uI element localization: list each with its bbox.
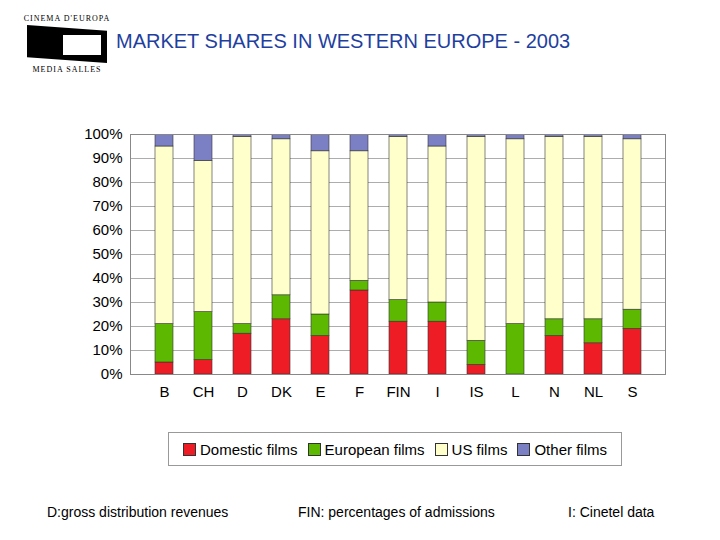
svg-text:0%: 0% — [101, 365, 123, 382]
svg-text:80%: 80% — [92, 173, 122, 190]
html-text:I: Cinetel data: I: Cinetel data — [568, 504, 655, 520]
html-text:Other films: Other films — [534, 440, 607, 458]
svg-text:NL: NL — [584, 383, 603, 400]
svg-text:20%: 20% — [92, 317, 122, 334]
svg-text:100%: 100% — [84, 125, 122, 142]
html-text:MEDIA SALLES: MEDIA SALLES — [32, 65, 102, 74]
svg-text:70%: 70% — [92, 197, 122, 214]
svg-text:B: B — [159, 383, 169, 400]
svg-text:N: N — [549, 383, 560, 400]
html-text:Domestic films: Domestic films — [200, 440, 298, 458]
html-text:European films: European films — [324, 440, 425, 458]
svg-text:CH: CH — [193, 383, 215, 400]
svg-text:60%: 60% — [92, 221, 122, 238]
svg-text:E: E — [315, 383, 325, 400]
svg-text:IS: IS — [469, 383, 483, 400]
html-text:FIN: percentages of admissions: FIN: percentages of admissions — [298, 504, 495, 520]
svg-text:D: D — [237, 383, 248, 400]
svg-text:L: L — [511, 383, 519, 400]
svg-text:F: F — [355, 383, 364, 400]
svg-text:I: I — [435, 383, 439, 400]
svg-text:30%: 30% — [92, 293, 122, 310]
html-text:US films: US films — [451, 440, 508, 458]
svg-text:10%: 10% — [92, 341, 122, 358]
svg-text:90%: 90% — [92, 149, 122, 166]
svg-text:S: S — [627, 383, 637, 400]
html-text:MARKET SHARES IN WESTERN EUROP: MARKET SHARES IN WESTERN EUROPE - 2003 — [116, 30, 571, 52]
html-text:D:gross distribution revenues: D:gross distribution revenues — [47, 504, 229, 520]
html-text:CINEMA D'EUROPA: CINEMA D'EUROPA — [23, 14, 111, 23]
svg-text:DK: DK — [271, 383, 292, 400]
svg-text:FIN: FIN — [386, 383, 410, 400]
svg-text:40%: 40% — [92, 269, 122, 286]
svg-text:50%: 50% — [92, 245, 122, 262]
